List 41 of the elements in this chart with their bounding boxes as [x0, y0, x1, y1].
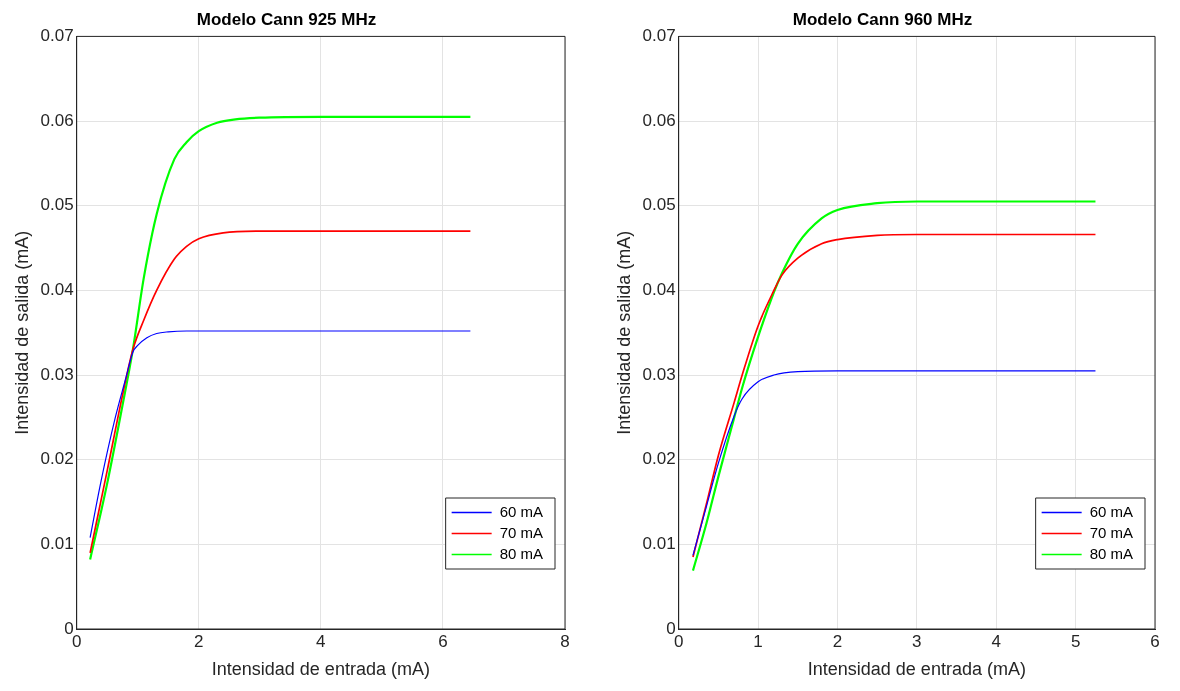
chart-title: Modelo Cann 960 MHz: [792, 9, 973, 29]
y-tick-label: 0.04: [40, 280, 74, 300]
legend-label: 70 mA: [1089, 523, 1134, 541]
x-tick-label: 5: [1070, 631, 1081, 651]
line-series: [89, 330, 471, 539]
x-tick-label: 4: [991, 631, 1001, 651]
y-tick-label: 0.02: [642, 449, 676, 469]
line-series: [89, 115, 472, 561]
legend-label: 80 mA: [1089, 544, 1134, 562]
y-tick-label: 0: [64, 618, 74, 638]
y-tick-label: 0: [666, 618, 676, 638]
x-axis-title: Intensidad de entrada (mA): [807, 659, 1026, 680]
y-tick-label: 0.06: [642, 110, 676, 130]
legend-label: 60 mA: [1089, 502, 1134, 520]
y-tick-label: 0.03: [642, 364, 676, 384]
y-tick-label: 0.01: [642, 534, 676, 554]
y-tick-label: 0.06: [40, 110, 74, 130]
y-tick-label: 0.05: [40, 195, 74, 215]
chart-title: Modelo Cann 925 MHz: [196, 9, 377, 29]
x-tick-label: 2: [832, 631, 843, 651]
y-tick-label: 0.03: [40, 364, 74, 384]
y-tick-label: 0.07: [40, 26, 74, 46]
legend-label: 70 mA: [499, 523, 544, 541]
x-tick-label: 6: [1150, 631, 1160, 651]
y-tick-label: 0.05: [642, 195, 676, 215]
line-series: [89, 230, 472, 554]
x-axis-title: Intensidad de entrada (mA): [211, 659, 430, 680]
x-tick-label: 1: [753, 631, 763, 651]
y-tick-label: 0.04: [642, 280, 676, 300]
x-tick-label: 2: [194, 631, 204, 651]
y-tick-label: 0.01: [40, 534, 74, 554]
x-tick-label: 6: [438, 631, 448, 651]
legend-label: 80 mA: [499, 544, 544, 562]
x-tick-label: 8: [560, 631, 570, 651]
y-axis-title: Intensidad de salida (mA): [11, 230, 32, 435]
x-tick-label: 4: [316, 631, 326, 651]
y-tick-label: 0.07: [642, 26, 676, 46]
y-axis-title: Intensidad de salida (mA): [613, 230, 634, 435]
legend-label: 60 mA: [499, 502, 544, 520]
y-tick-label: 0.02: [40, 449, 74, 469]
x-tick-label: 3: [912, 631, 922, 651]
